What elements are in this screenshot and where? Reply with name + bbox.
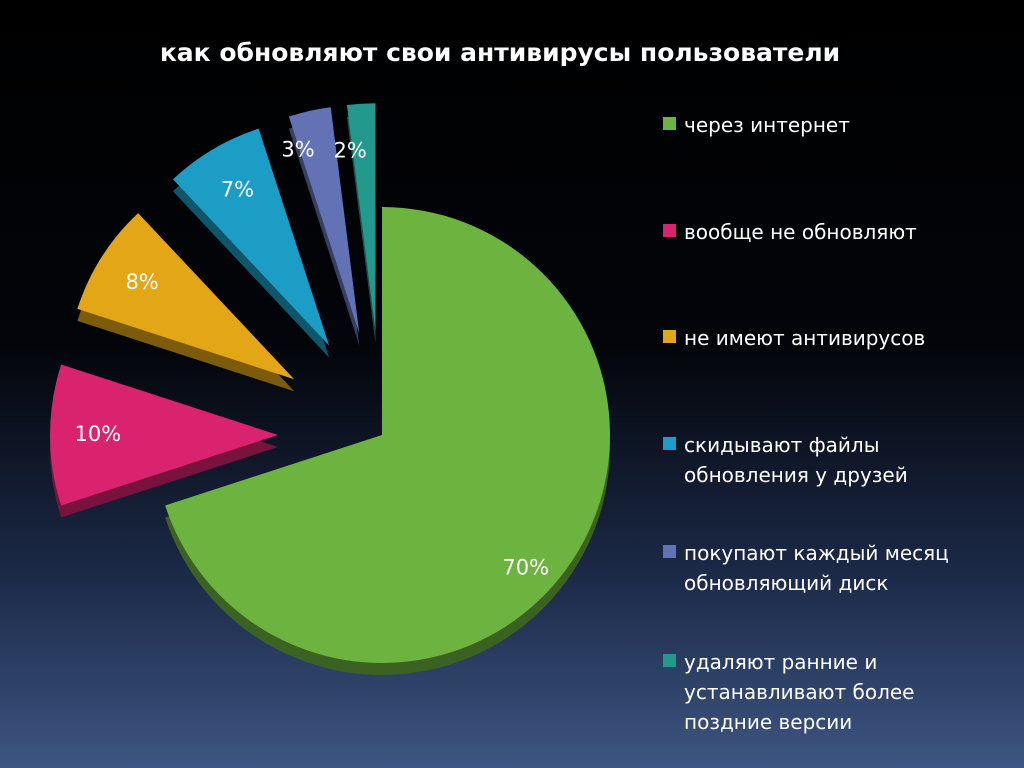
legend-label-no-antivirus: не имеют антивирусов [684, 326, 926, 350]
legend-label-internet: через интернет [684, 113, 850, 137]
data-label-monthly-disk: 3% [281, 138, 314, 162]
chart-title: как обновляют свои антивирусы пользовате… [159, 38, 841, 67]
slice-monthly-disk [288, 107, 360, 334]
slice-no-update [49, 364, 278, 506]
legend-swatch-internet [663, 117, 676, 130]
legend-label-monthly-disk: покупают каждый месяц обновляющий диск [684, 541, 949, 595]
data-label-internet: 70% [502, 555, 549, 579]
legend-item-monthly-disk: покупают каждый месяц обновляющий диск [663, 538, 984, 598]
legend-item-no-antivirus: не имеют антивирусов [663, 323, 984, 353]
slice-depth-monthly-disk [288, 119, 360, 346]
legend-swatch-monthly-disk [663, 545, 676, 558]
slice-reinstall [346, 103, 376, 332]
legend-label-friends-files: скидывают файлы обновления у друзей [684, 433, 908, 487]
legend-swatch-friends-files [663, 437, 676, 450]
slice-no-antivirus [77, 213, 295, 380]
slice-friends-files [172, 128, 330, 346]
slice-internet [165, 207, 610, 664]
legend-swatch-no-update [663, 224, 676, 237]
legend-item-reinstall: удаляют ранние и устанавливают более поз… [663, 647, 984, 737]
legend-label-no-update: вообще не обновляют [684, 220, 917, 244]
legend-swatch-no-antivirus [663, 330, 676, 343]
legend-item-no-update: вообще не обновляют [663, 217, 984, 247]
data-label-no-update: 10% [75, 422, 122, 446]
data-label-reinstall: 2% [333, 138, 366, 162]
legend-item-internet: через интернет [663, 110, 984, 140]
legend-swatch-reinstall [663, 654, 676, 667]
data-label-friends-files: 7% [221, 177, 254, 201]
legend-label-reinstall: удаляют ранние и устанавливают более поз… [684, 650, 915, 734]
data-label-no-antivirus: 8% [125, 270, 158, 294]
legend-item-friends-files: скидывают файлы обновления у друзей [663, 430, 984, 490]
